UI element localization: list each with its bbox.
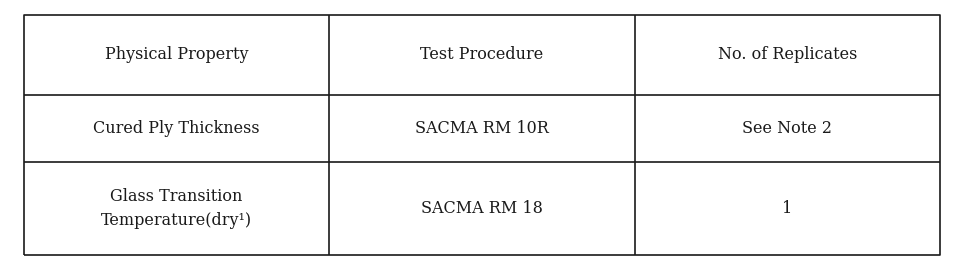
Text: See Note 2: See Note 2 [742, 120, 833, 137]
Text: Cured Ply Thickness: Cured Ply Thickness [94, 120, 260, 137]
Text: Glass Transition
Temperature(dry¹): Glass Transition Temperature(dry¹) [101, 188, 253, 229]
Text: 1: 1 [783, 200, 792, 217]
Text: No. of Replicates: No. of Replicates [718, 46, 857, 63]
Text: SACMA RM 18: SACMA RM 18 [421, 200, 543, 217]
Text: Test Procedure: Test Procedure [420, 46, 544, 63]
Text: Physical Property: Physical Property [105, 46, 249, 63]
Text: SACMA RM 10R: SACMA RM 10R [415, 120, 549, 137]
